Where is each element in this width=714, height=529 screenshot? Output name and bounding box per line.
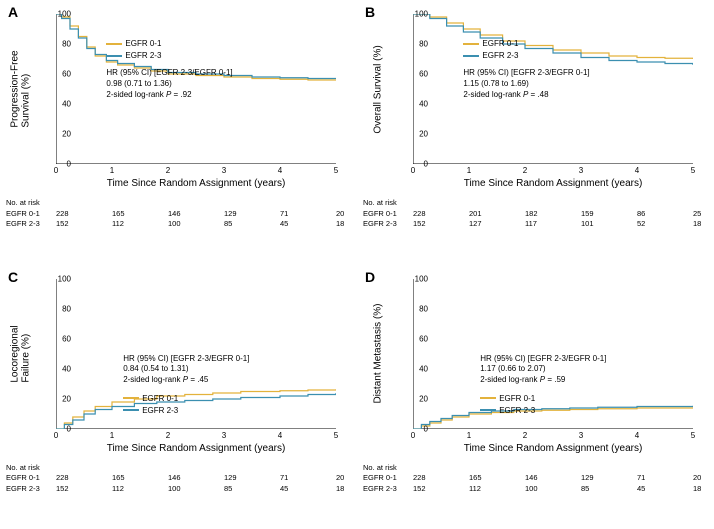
- x-tick-label: 3: [222, 431, 226, 440]
- legend: EGFR 0-1EGFR 2-3: [123, 393, 178, 417]
- y-tick-label: 80: [404, 40, 428, 49]
- risk-header: No. at risk: [363, 198, 714, 209]
- panel-A: AProgression-FreeSurvival (%)02040608010…: [0, 0, 357, 265]
- x-tick-label: 5: [334, 431, 338, 440]
- legend-item: EGFR 2-3: [480, 405, 535, 417]
- x-tick-label: 3: [579, 431, 583, 440]
- x-axis-label: Time Since Random Assignment (years): [413, 443, 693, 454]
- x-axis-label: Time Since Random Assignment (years): [56, 443, 336, 454]
- y-axis-label: Progression-FreeSurvival (%): [14, 14, 28, 164]
- risk-row: EGFR 2-3152112100854518: [363, 484, 714, 495]
- at-risk-table: No. at riskEGFR 0-12281651461297120EGFR …: [6, 463, 366, 495]
- risk-row: EGFR 2-3152112100854518: [6, 219, 366, 230]
- y-tick-label: 80: [404, 304, 428, 313]
- x-tick-label: 0: [411, 431, 415, 440]
- x-tick-label: 4: [278, 166, 282, 175]
- figure-grid: AProgression-FreeSurvival (%)02040608010…: [0, 0, 714, 529]
- panel-D: DDistant Metastasis (%)02040608010001234…: [357, 265, 714, 529]
- x-tick-label: 2: [166, 166, 170, 175]
- y-tick-label: 20: [404, 130, 428, 139]
- y-tick-label: 80: [47, 40, 71, 49]
- risk-row: EGFR 2-3152112100854518: [6, 484, 366, 495]
- hazard-ratio-annotation: HR (95% CI) [EGFR 2-3/EGFR 0-1]1.17 (0.6…: [480, 354, 606, 386]
- y-axis-label: Distant Metastasis (%): [371, 279, 385, 429]
- legend: EGFR 0-1EGFR 2-3: [480, 393, 535, 417]
- y-tick-label: 0: [47, 424, 71, 433]
- risk-row: EGFR 0-12281651461297120: [6, 473, 366, 484]
- y-tick-label: 100: [404, 274, 428, 283]
- x-tick-label: 1: [110, 166, 114, 175]
- y-tick-label: 20: [404, 394, 428, 403]
- y-tick-label: 0: [47, 160, 71, 169]
- x-tick-label: 5: [691, 166, 695, 175]
- x-tick-label: 0: [54, 431, 58, 440]
- at-risk-table: No. at riskEGFR 0-12282011821598625EGFR …: [363, 198, 714, 230]
- x-tick-label: 2: [523, 166, 527, 175]
- y-tick-label: 0: [404, 160, 428, 169]
- x-tick-label: 2: [166, 431, 170, 440]
- curve-egfr-0-1: [413, 408, 693, 429]
- x-tick-label: 3: [222, 166, 226, 175]
- risk-row: EGFR 0-12281651461297120: [6, 209, 366, 220]
- legend-item: EGFR 0-1: [123, 393, 178, 405]
- risk-row: EGFR 0-12281651461297120: [363, 473, 714, 484]
- y-tick-label: 40: [404, 100, 428, 109]
- x-tick-label: 3: [579, 166, 583, 175]
- y-axis-label: LocoregionalFailure (%): [14, 279, 28, 429]
- risk-header: No. at risk: [6, 463, 366, 474]
- y-tick-label: 100: [47, 10, 71, 19]
- y-tick-label: 40: [404, 364, 428, 373]
- legend-item: EGFR 2-3: [106, 50, 161, 62]
- y-tick-label: 60: [47, 334, 71, 343]
- legend-item: EGFR 0-1: [106, 38, 161, 50]
- legend-item: EGFR 0-1: [463, 38, 518, 50]
- y-tick-label: 60: [47, 70, 71, 79]
- x-tick-label: 1: [467, 166, 471, 175]
- legend-item: EGFR 2-3: [123, 405, 178, 417]
- hazard-ratio-annotation: HR (95% CI) [EGFR 2-3/EGFR 0-1]1.15 (0.7…: [463, 68, 589, 100]
- y-axis-label: Overall Survival (%): [371, 14, 385, 164]
- y-tick-label: 60: [404, 70, 428, 79]
- x-tick-label: 5: [691, 431, 695, 440]
- risk-row: EGFR 2-31521271171015218: [363, 219, 714, 230]
- x-tick-label: 1: [110, 431, 114, 440]
- risk-header: No. at risk: [363, 463, 714, 474]
- x-tick-label: 1: [467, 431, 471, 440]
- legend: EGFR 0-1EGFR 2-3: [463, 38, 518, 62]
- panel-B: BOverall Survival (%)020406080100012345T…: [357, 0, 714, 265]
- hazard-ratio-annotation: HR (95% CI) [EGFR 2-3/EGFR 0-1]0.98 (0.7…: [106, 68, 232, 100]
- x-tick-label: 4: [635, 431, 639, 440]
- legend-item: EGFR 0-1: [480, 393, 535, 405]
- y-tick-label: 0: [404, 424, 428, 433]
- y-tick-label: 60: [404, 334, 428, 343]
- y-tick-label: 20: [47, 130, 71, 139]
- risk-row: EGFR 0-12282011821598625: [363, 209, 714, 220]
- y-tick-label: 100: [404, 10, 428, 19]
- x-tick-label: 2: [523, 431, 527, 440]
- x-axis-label: Time Since Random Assignment (years): [413, 178, 693, 189]
- risk-header: No. at risk: [6, 198, 366, 209]
- hazard-ratio-annotation: HR (95% CI) [EGFR 2-3/EGFR 0-1]0.84 (0.5…: [123, 354, 249, 386]
- at-risk-table: No. at riskEGFR 0-12281651461297120EGFR …: [6, 198, 366, 230]
- x-tick-label: 5: [334, 166, 338, 175]
- x-tick-label: 4: [635, 166, 639, 175]
- y-tick-label: 20: [47, 394, 71, 403]
- at-risk-table: No. at riskEGFR 0-12281651461297120EGFR …: [363, 463, 714, 495]
- legend-item: EGFR 2-3: [463, 50, 518, 62]
- y-tick-label: 40: [47, 364, 71, 373]
- x-axis-label: Time Since Random Assignment (years): [56, 178, 336, 189]
- curve-egfr-2-3: [56, 393, 336, 429]
- y-tick-label: 100: [47, 274, 71, 283]
- y-tick-label: 40: [47, 100, 71, 109]
- y-tick-label: 80: [47, 304, 71, 313]
- x-tick-label: 4: [278, 431, 282, 440]
- legend: EGFR 0-1EGFR 2-3: [106, 38, 161, 62]
- x-tick-label: 0: [411, 166, 415, 175]
- x-tick-label: 0: [54, 166, 58, 175]
- panel-C: CLocoregionalFailure (%)0204060801000123…: [0, 265, 357, 529]
